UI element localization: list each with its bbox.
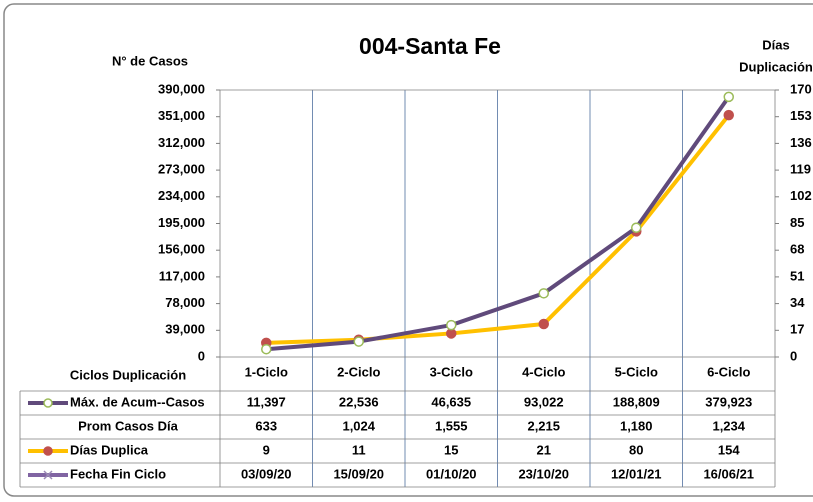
series-marker bbox=[538, 288, 549, 299]
table-cell: 188,809 bbox=[613, 394, 660, 409]
y2-tick-label: 17 bbox=[790, 322, 804, 337]
series-line bbox=[266, 95, 731, 352]
table-cell: 1,024 bbox=[342, 418, 375, 433]
series-marker bbox=[446, 319, 457, 331]
x-tick-label: 2-Ciclo bbox=[337, 364, 380, 379]
y2-tick-label: 51 bbox=[790, 268, 804, 283]
table-cell: 22,536 bbox=[339, 394, 379, 409]
table-cell: 11,397 bbox=[247, 394, 286, 409]
legend-marker bbox=[43, 470, 53, 480]
y2-tick-label: 0 bbox=[790, 348, 797, 363]
y-tick-label: 78,000 bbox=[165, 295, 205, 310]
y-tick-label: 312,000 bbox=[158, 135, 205, 150]
table-header: Ciclos Duplicación bbox=[70, 367, 186, 382]
table-cell: 2,215 bbox=[527, 418, 560, 433]
table-cell: 12/01/21 bbox=[611, 466, 662, 481]
x-tick-label: 6-Ciclo bbox=[707, 364, 750, 379]
table-cell: 23/10/20 bbox=[518, 466, 569, 481]
x-tick-label: 4-Ciclo bbox=[522, 364, 565, 379]
y2-tick-label: 119 bbox=[790, 162, 811, 177]
y2-tick-label: 34 bbox=[790, 295, 805, 310]
y-tick-label: 195,000 bbox=[158, 215, 205, 230]
y-axis-label: N° de Casos bbox=[112, 53, 188, 68]
y2-tick-label: 102 bbox=[790, 188, 812, 203]
table-cell: 03/09/20 bbox=[241, 466, 292, 481]
y-tick-label: 0 bbox=[198, 348, 205, 363]
table-cell: 11 bbox=[352, 442, 366, 457]
legend-label: Días Duplica bbox=[70, 442, 149, 457]
y2-tick-label: 170 bbox=[790, 81, 812, 96]
x-tick-label: 3-Ciclo bbox=[430, 364, 473, 379]
legend-label: Fecha Fin Ciclo bbox=[70, 466, 166, 481]
series-line bbox=[266, 113, 731, 345]
table-cell: 379,923 bbox=[705, 394, 752, 409]
table-cell: 46,635 bbox=[431, 394, 471, 409]
series-marker bbox=[723, 109, 734, 121]
chart-title: 004-Santa Fe bbox=[359, 33, 501, 59]
legend-marker bbox=[43, 446, 53, 456]
y-tick-label: 273,000 bbox=[158, 162, 205, 177]
series-marker bbox=[631, 222, 642, 233]
series-marker bbox=[261, 343, 272, 355]
y-tick-label: 39,000 bbox=[165, 322, 205, 337]
table-cell: 154 bbox=[718, 442, 740, 457]
y-tick-label: 156,000 bbox=[158, 242, 205, 257]
series-marker bbox=[538, 318, 549, 330]
chart-frame bbox=[3, 3, 813, 497]
table-cell: 80 bbox=[629, 442, 643, 457]
table-cell: 93,022 bbox=[524, 394, 564, 409]
series-marker bbox=[353, 336, 364, 347]
y2-axis-label: Duplicación bbox=[739, 59, 813, 74]
legend-label: Máx. de Acum--Casos bbox=[70, 394, 205, 409]
y-tick-label: 117,000 bbox=[159, 268, 205, 283]
table-cell: 21 bbox=[537, 442, 551, 457]
series-marker bbox=[723, 91, 734, 103]
table-cell: 16/06/21 bbox=[703, 466, 754, 481]
y-tick-label: 390,000 bbox=[158, 81, 205, 96]
table-cell: 1,234 bbox=[712, 418, 745, 433]
y2-tick-label: 153 bbox=[790, 108, 812, 123]
table-cell: 633 bbox=[255, 418, 277, 433]
row-label: Prom Casos Día bbox=[78, 418, 178, 433]
x-tick-label: 1-Ciclo bbox=[245, 364, 288, 379]
table-cell: 1,180 bbox=[620, 418, 653, 433]
y2-tick-label: 68 bbox=[790, 242, 804, 257]
x-tick-label: 5-Ciclo bbox=[615, 364, 658, 379]
legend-marker bbox=[43, 398, 53, 408]
table-cell: 1,555 bbox=[435, 418, 468, 433]
table-cell: 15 bbox=[444, 442, 458, 457]
y-tick-label: 351,000 bbox=[158, 108, 205, 123]
table-cell: 9 bbox=[263, 442, 270, 457]
table-cell: 01/10/20 bbox=[426, 466, 477, 481]
y2-tick-label: 85 bbox=[790, 215, 804, 230]
y2-tick-label: 136 bbox=[790, 135, 812, 150]
y2-axis-label: Días bbox=[762, 37, 789, 52]
y-tick-label: 234,000 bbox=[158, 188, 205, 203]
table-cell: 15/09/20 bbox=[333, 466, 384, 481]
